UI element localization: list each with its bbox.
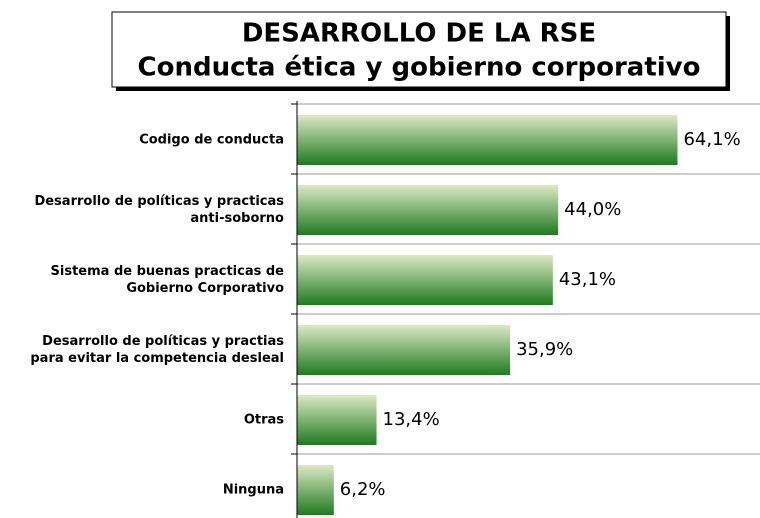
category-label: Desarrollo de políticas y practicas [34,194,284,209]
bar [297,255,553,305]
value-label: 35,9% [516,339,573,360]
category-label: Sistema de buenas practicas de [51,264,285,279]
value-label: 44,0% [564,199,621,220]
bar [297,465,334,515]
value-label: 43,1% [559,269,616,290]
bar [297,325,511,375]
chart-subtitle: Conducta ética y gobierno corporativo [138,53,701,83]
value-label: 6,2% [340,479,386,500]
value-label: 64,1% [683,129,740,150]
category-label: Ninguna [223,483,284,498]
category-label: Otras [244,413,284,428]
bar [297,395,377,445]
category-label: Codigo de conducta [139,133,284,148]
category-label: Desarrollo de políticas y practias [42,334,284,349]
title-box [111,11,727,88]
bar [297,115,678,165]
value-label: 13,4% [383,409,440,430]
category-label: anti-soborno [190,211,284,226]
chart-title: DESARROLLO DE LA RSE [242,19,596,49]
bar [297,185,559,235]
category-label: Gobierno Corporativo [126,281,284,296]
category-label: para evitar la competencia desleal [30,351,284,366]
